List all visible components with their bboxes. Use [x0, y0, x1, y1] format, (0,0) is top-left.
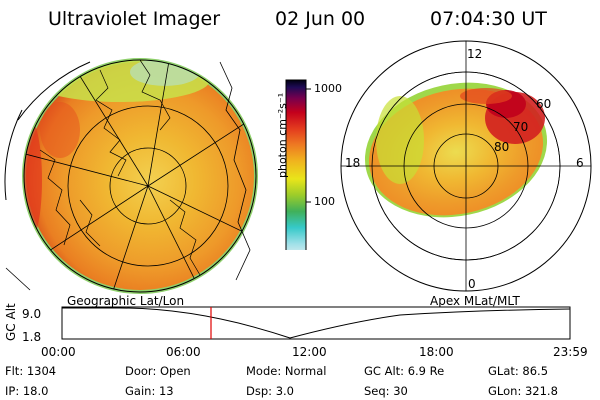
info-gain-key: Gain:	[125, 384, 156, 398]
info-glon-value: 321.8	[524, 384, 558, 398]
info-glon-key: GLon:	[488, 384, 522, 398]
colorbar-scale	[285, 79, 307, 250]
info-flt-key: Flt:	[5, 364, 24, 378]
timeline-xtick-end: 23:59	[553, 345, 588, 359]
geographic-map	[4, 58, 258, 294]
timeline-xtick-00: 00:00	[41, 345, 76, 359]
info-gc-alt-value: 6.9 Re	[407, 364, 445, 378]
timeline-xtick-18: 18:00	[419, 345, 454, 359]
colorbar-unit-label: photon cm⁻²s⁻¹	[276, 92, 289, 178]
info-dsp: Dsp: 3.0	[246, 384, 294, 398]
polar-label-mlat-60: 60	[536, 97, 552, 111]
info-seq: Seq: 30	[364, 384, 408, 398]
info-seq-key: Seq:	[364, 384, 390, 398]
timeline-plot	[61, 306, 571, 340]
polar-label-mlt-18: 18	[345, 156, 361, 170]
timeline-axis-label: GC Alt	[4, 303, 18, 341]
date-label: 02 Jun 00	[275, 8, 366, 30]
polar-label-mlt-12: 12	[467, 47, 483, 61]
info-door-key: Door:	[125, 364, 157, 378]
polar-map	[340, 40, 592, 292]
timeline-xtick-12: 12:00	[292, 345, 327, 359]
timeline-ytick-1.8: 1.8	[22, 330, 42, 344]
info-mode: Mode: Normal	[246, 364, 326, 378]
colorbar-tick-1000: 1000	[314, 82, 342, 95]
info-door: Door: Open	[125, 364, 191, 378]
info-gain: Gain: 13	[125, 384, 174, 398]
timeline-frame	[61, 306, 571, 340]
info-gc-alt: GC Alt: 6.9 Re	[364, 364, 444, 378]
polar-label-mlat-70: 70	[513, 120, 529, 134]
info-dsp-value: 3.0	[275, 384, 294, 398]
polar-label-mlt-6: 6	[576, 156, 584, 170]
info-ip-key: IP:	[5, 384, 20, 398]
info-gc-alt-key: GC Alt:	[364, 364, 405, 378]
instrument-title: Ultraviolet Imager	[48, 8, 221, 30]
info-mode-value: Normal	[284, 364, 327, 378]
info-mode-key: Mode:	[246, 364, 282, 378]
polar-label-mlt-0: 0	[468, 277, 476, 291]
info-seq-value: 30	[393, 384, 408, 398]
colorbar	[285, 79, 311, 250]
info-ip-value: 18.0	[22, 384, 49, 398]
info-glat-value: 86.5	[522, 364, 549, 378]
polar-map-label: Apex MLat/MLT	[430, 294, 520, 308]
info-dsp-key: Dsp:	[246, 384, 273, 398]
time-label: 07:04:30 UT	[430, 8, 547, 30]
colorbar-tick-100: 100	[314, 195, 335, 208]
info-flt: Flt: 1304	[5, 364, 56, 378]
info-glon: GLon: 321.8	[488, 384, 558, 398]
info-door-value: Open	[159, 364, 191, 378]
info-glat: GLat: 86.5	[488, 364, 548, 378]
timeline-xtick-06: 06:00	[166, 345, 201, 359]
polar-label-mlat-80: 80	[494, 140, 510, 154]
info-ip: IP: 18.0	[5, 384, 48, 398]
info-flt-value: 1304	[26, 364, 57, 378]
timeline-altitude-curve	[62, 307, 571, 339]
timeline-ytick-9: 9.0	[22, 307, 42, 321]
info-gain-value: 13	[158, 384, 174, 398]
geo-map-label: Geographic Lat/Lon	[67, 294, 185, 308]
info-glat-key: GLat:	[488, 364, 519, 378]
